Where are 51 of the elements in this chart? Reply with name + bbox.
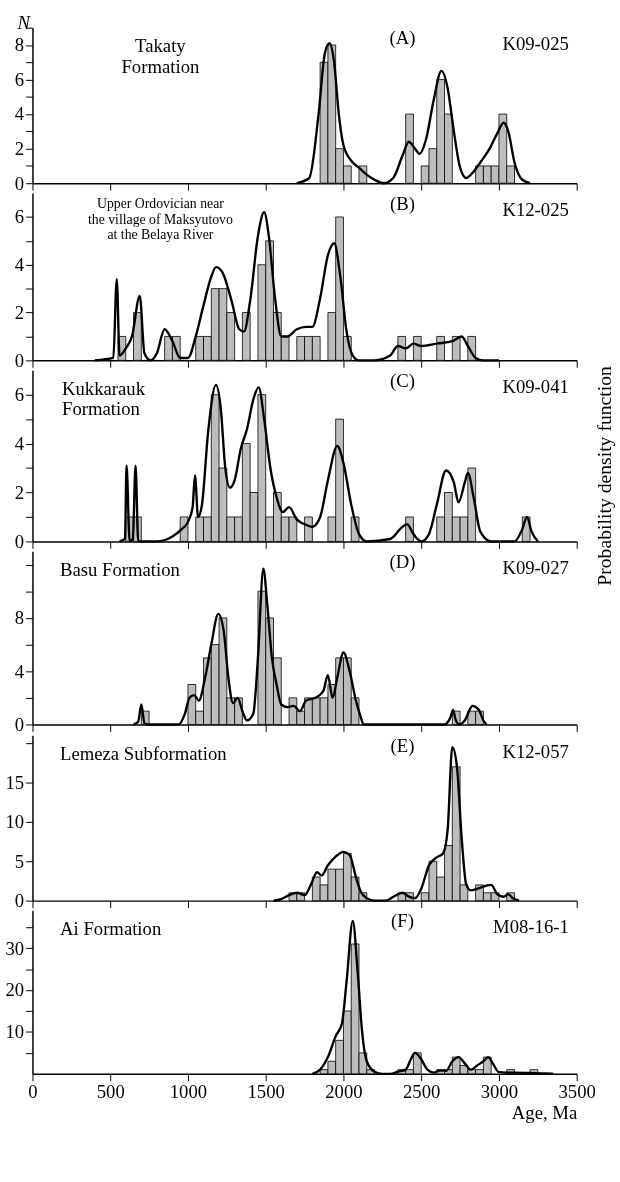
x-tick-label: 500	[96, 1080, 125, 1102]
annotation: K09-025	[502, 33, 569, 55]
annotation: K12-057	[502, 740, 569, 762]
annotation: (E)	[390, 735, 415, 758]
annotation: Lemeza Subformation	[60, 742, 228, 764]
annotation: Takaty Formation	[121, 35, 200, 77]
x-tick-label: 2500	[403, 1080, 441, 1102]
y-tick-label: 8	[14, 607, 25, 629]
y-tick-label: 6	[14, 68, 25, 90]
annotation: (B)	[390, 192, 415, 215]
y-tick-label: 2	[14, 301, 25, 323]
x-axis-title: Age, Ma	[511, 1101, 578, 1123]
y-tick-label: 0	[14, 349, 25, 371]
annotation: (C)	[390, 369, 415, 392]
y-tick-label: 4	[14, 432, 25, 454]
y-tick-label: 30	[5, 937, 25, 959]
y-tick-label: 10	[5, 1021, 25, 1043]
annotation: K09-027	[502, 556, 569, 578]
y-tick-label: 2	[14, 481, 25, 503]
y-tick-label: 6	[14, 206, 25, 228]
y2-axis-title: Probability density function	[593, 365, 616, 586]
y-tick-label: 2	[14, 138, 25, 160]
y-tick-label: 4	[14, 254, 25, 276]
annotation: Upper Ordovician near the village of Maksyutovo at the Belaya River	[87, 195, 233, 243]
annotation: K12-025	[502, 198, 569, 220]
y-tick-label: 8	[14, 34, 25, 56]
x-tick-label: 1500	[247, 1080, 285, 1102]
x-tick-label: 3000	[480, 1080, 519, 1102]
x-tick-label: 2000	[325, 1080, 363, 1102]
y-tick-label: 4	[14, 103, 25, 125]
y-tick-label: 20	[5, 979, 25, 1001]
x-tick-label: 1000	[169, 1080, 208, 1102]
y-tick-label: 0	[14, 172, 25, 194]
annotation: M08-16-1	[493, 916, 569, 938]
annotation: (F)	[391, 910, 414, 933]
annotation: Kukkarauk Formation	[62, 377, 146, 420]
annotation: (D)	[389, 551, 416, 573]
y-tick-label: 0	[14, 530, 25, 552]
annotation: Ai Formation	[60, 918, 162, 940]
y-tick-label: 4	[14, 660, 25, 682]
y-tick-label: 6	[14, 384, 25, 406]
y-tick-label: 5	[14, 850, 25, 872]
y-tick-label: 0	[14, 713, 25, 735]
y-tick-label: 0	[14, 890, 25, 912]
y-tick-label: 10	[5, 811, 25, 833]
y-axis-title: N	[16, 12, 32, 34]
annotation: Basu Formation	[60, 558, 181, 580]
x-tick-label: 3500	[558, 1080, 596, 1102]
y-tick-label: 15	[5, 771, 25, 793]
annotation: (A)	[389, 27, 416, 50]
annotation: K09-041	[502, 375, 569, 397]
